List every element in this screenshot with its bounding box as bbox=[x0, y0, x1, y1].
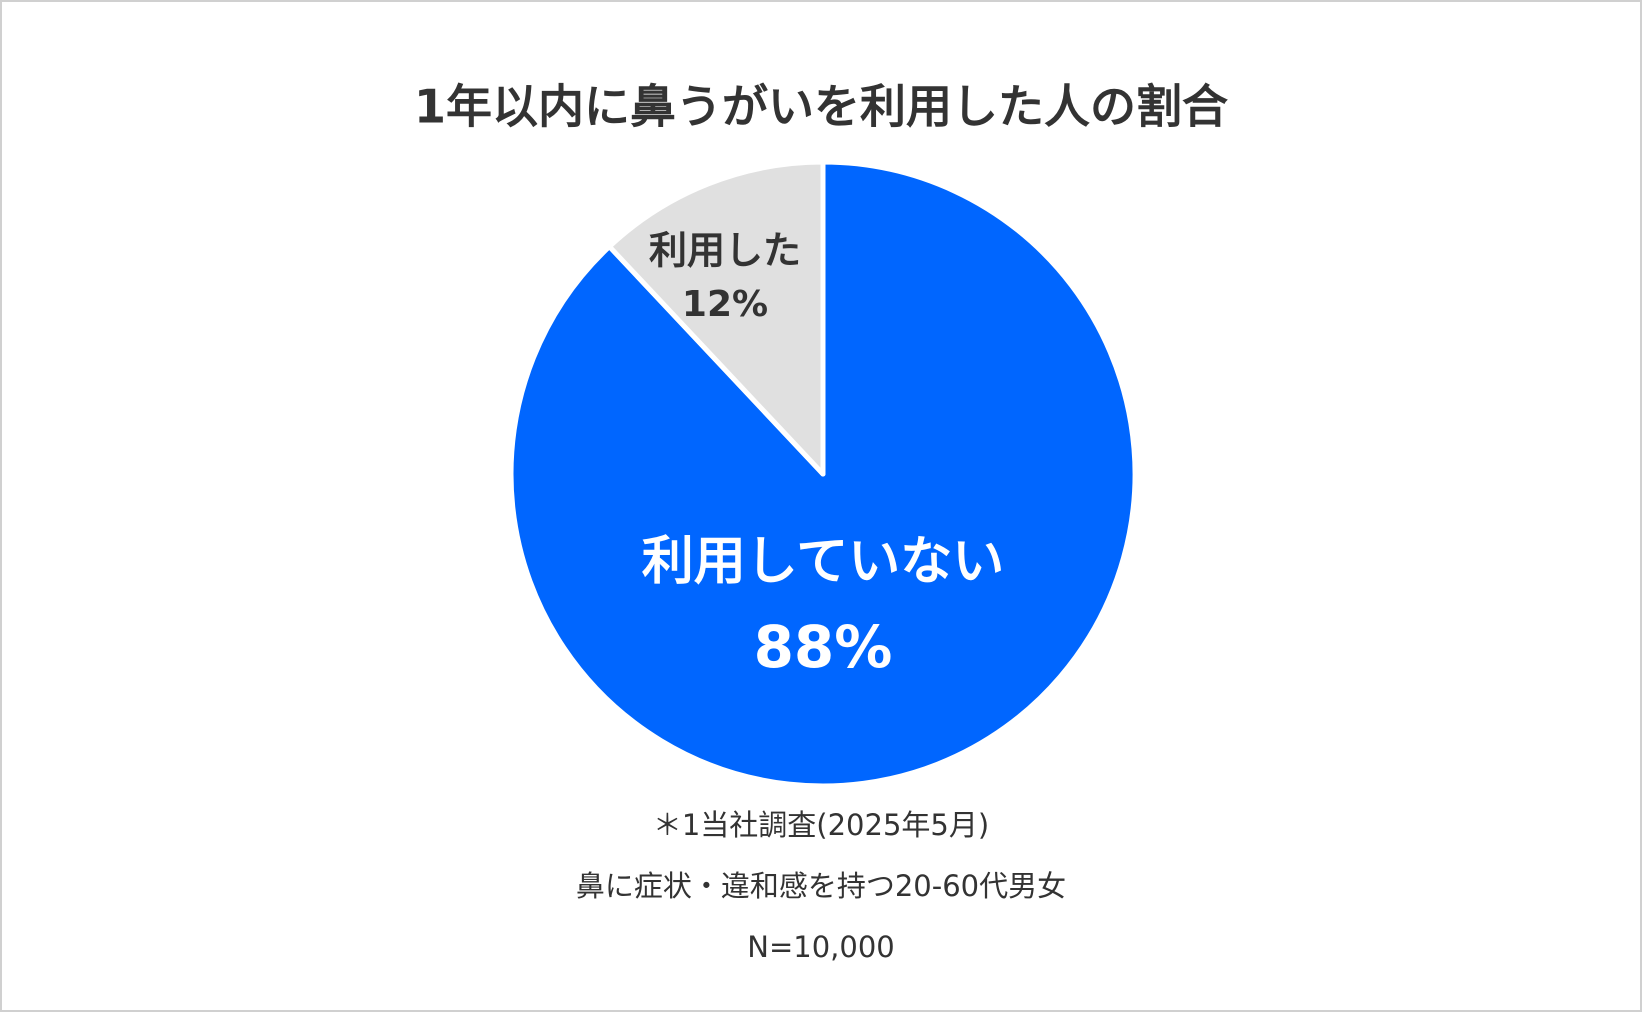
slice-label: 利用した bbox=[649, 229, 801, 273]
value-label: 12% bbox=[682, 284, 768, 325]
chart-title: 1年以内に鼻うがいを利用した人の割合 bbox=[414, 80, 1228, 134]
footnote: N=10,000 bbox=[747, 930, 894, 964]
value-label: 88% bbox=[754, 613, 893, 681]
footnote: 鼻に症状・違和感を持つ20-60代男女 bbox=[576, 869, 1066, 903]
footnote: ＊1当社調査(2025年5月) bbox=[653, 808, 989, 842]
pie: 利用していない 88% 利用した 12% bbox=[508, 159, 1138, 789]
pie-slice bbox=[606, 159, 826, 477]
slice-label: 利用していない bbox=[642, 532, 1004, 592]
notes: ＊1当社調査(2025年5月) 鼻に症状・違和感を持つ20-60代男女 N=10,0… bbox=[576, 808, 1066, 964]
